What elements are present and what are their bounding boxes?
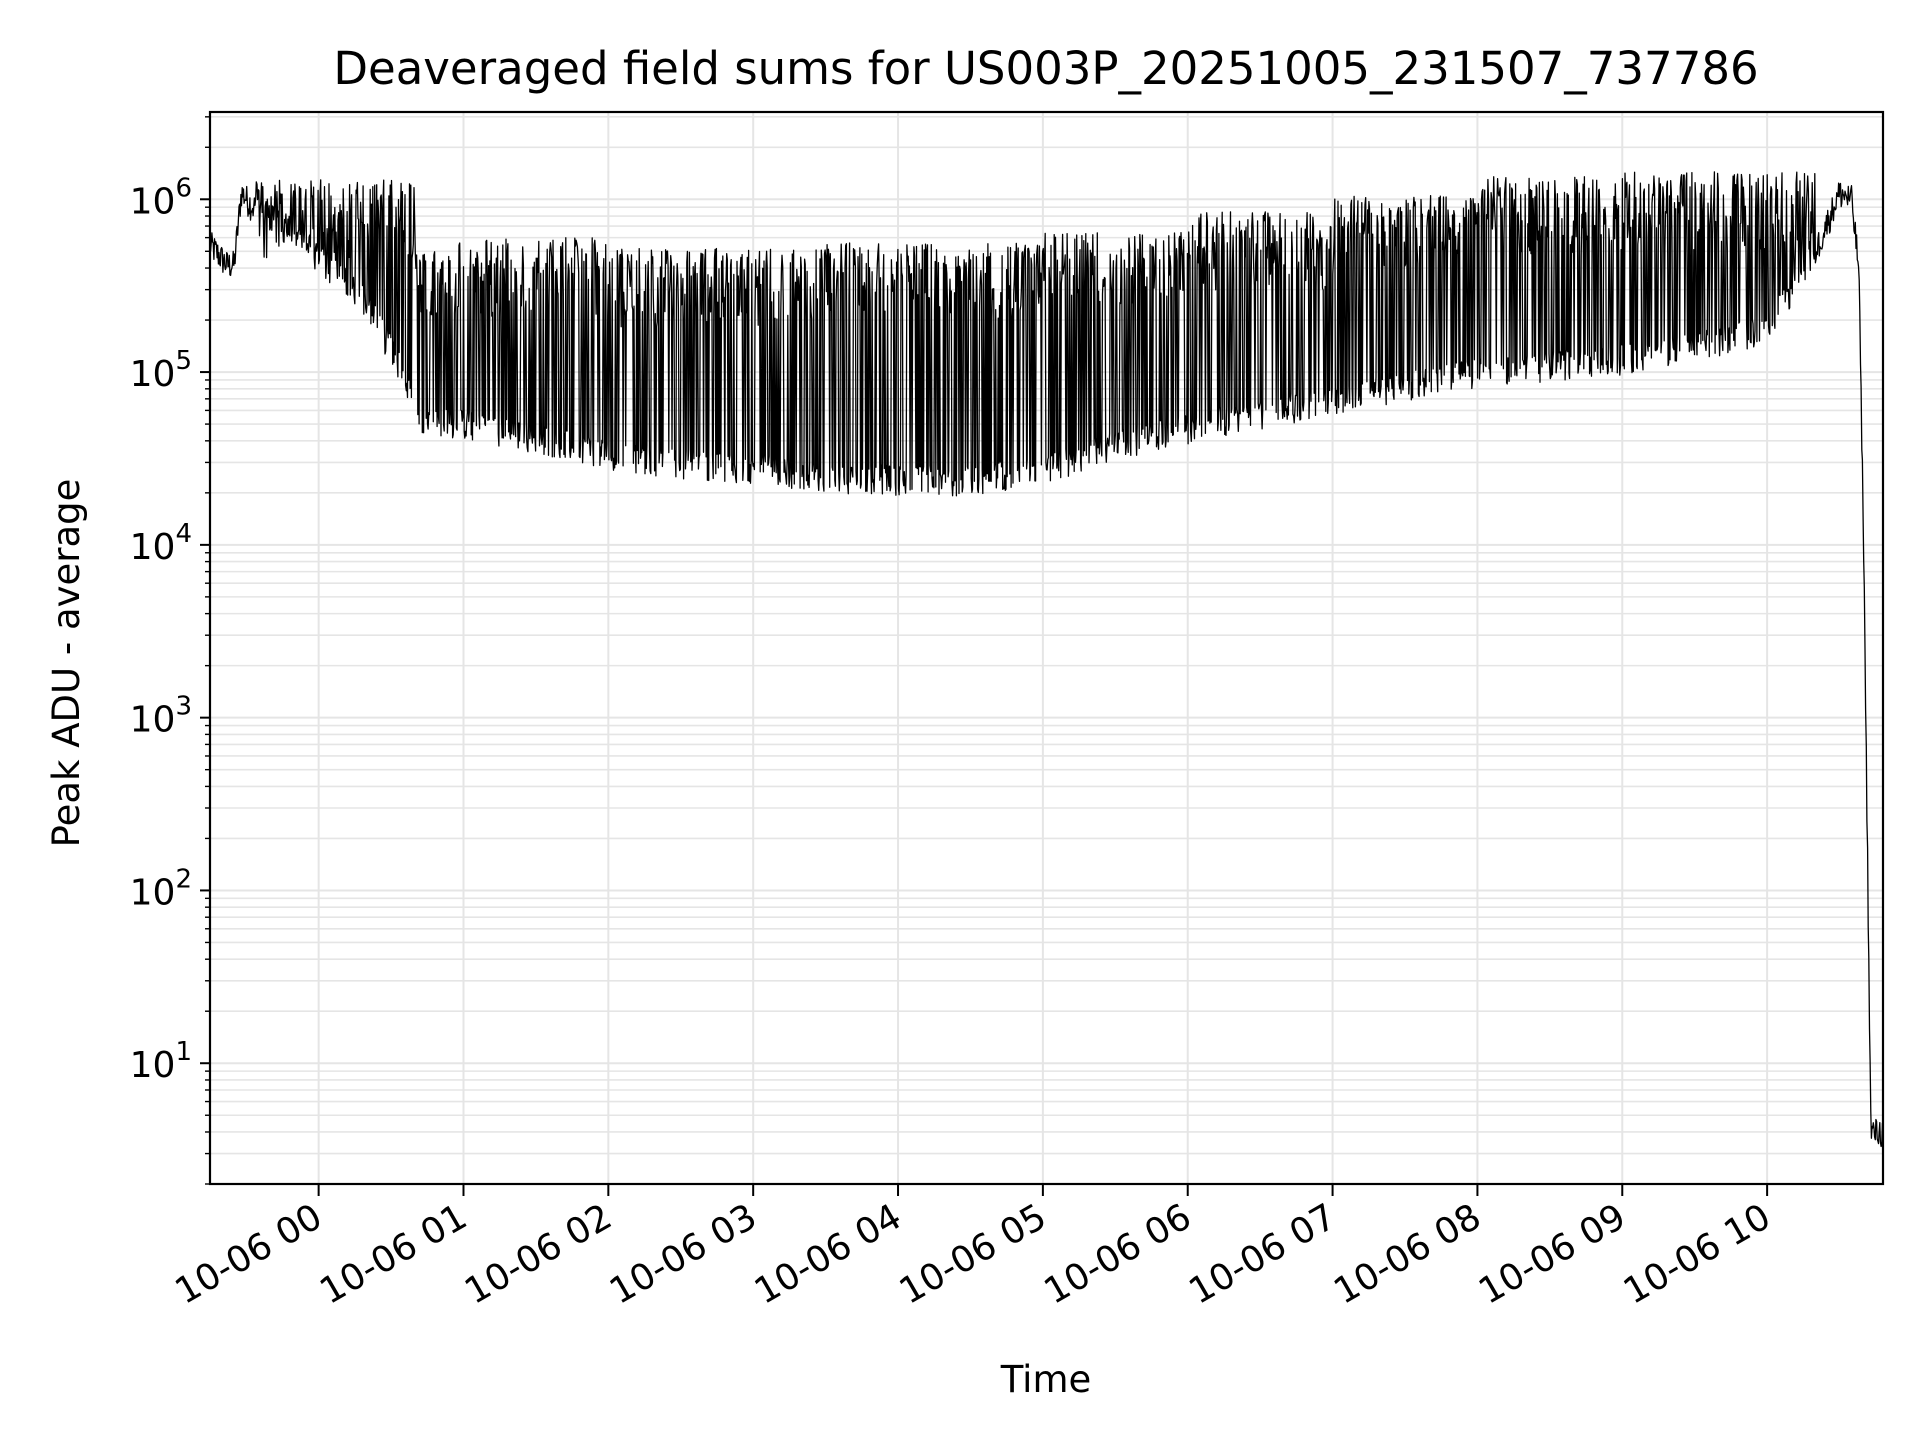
y-tick-exponent: 4 [175, 519, 192, 549]
y-tick-base: 10 [130, 872, 176, 913]
y-tick-base: 10 [130, 527, 176, 568]
y-tick-label: 104 [130, 519, 192, 568]
x-tick-label: 10-06 02 [458, 1196, 619, 1312]
y-tick-label: 103 [130, 692, 192, 741]
x-tick-label: 10-06 07 [1182, 1196, 1343, 1312]
y-tick-label: 105 [130, 346, 192, 395]
y-tick-exponent: 3 [175, 692, 192, 722]
y-tick-label: 101 [130, 1037, 192, 1086]
y-tick-exponent: 6 [175, 173, 192, 203]
y-tick-base: 10 [130, 1045, 176, 1086]
x-tick-label: 10-06 01 [313, 1196, 474, 1312]
y-tick-exponent: 1 [175, 1037, 192, 1067]
x-tick-label: 10-06 06 [1038, 1196, 1199, 1312]
x-axis-label: Time [1000, 1358, 1092, 1401]
y-tick-label: 106 [130, 173, 192, 222]
y-tick-exponent: 5 [175, 346, 192, 376]
chart-title: Deaveraged field sums for US003P_2025100… [333, 42, 1758, 95]
plot-frame [208, 110, 1885, 1186]
y-tick-base: 10 [130, 181, 176, 222]
y-tick-base: 10 [130, 354, 176, 395]
data-line [209, 171, 1884, 1148]
y-axis-label: Peak ADU - average [45, 479, 88, 848]
x-tick-label: 10-06 05 [893, 1196, 1054, 1312]
x-tick-label: 10-06 08 [1327, 1196, 1488, 1312]
x-tick-label: 10-06 00 [168, 1196, 329, 1312]
y-tick-exponent: 2 [175, 864, 192, 894]
x-tick-label: 10-06 10 [1617, 1196, 1778, 1312]
x-tick-label: 10-06 04 [748, 1196, 909, 1312]
y-tick-label: 102 [130, 864, 192, 913]
x-tick-label: 10-06 09 [1472, 1196, 1633, 1312]
y-tick-base: 10 [130, 700, 176, 741]
series-line [209, 171, 1884, 1148]
x-tick-label: 10-06 03 [603, 1196, 764, 1312]
